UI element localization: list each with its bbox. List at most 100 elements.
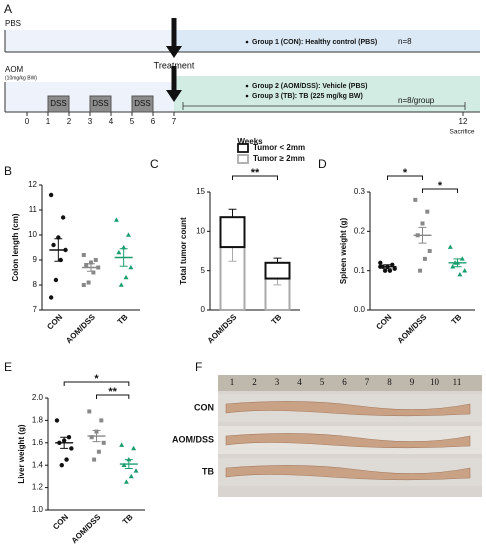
y-tick-label: 12 — [28, 180, 37, 189]
n-label: n=8 — [398, 37, 412, 46]
panel-letter: D — [318, 157, 327, 171]
x-tick-label: AOM/DSS — [206, 312, 239, 345]
x-tick-label: TB — [449, 312, 463, 326]
y-tick-label: 5 — [201, 266, 206, 275]
n-label: n=8/group — [398, 96, 435, 105]
y-tick-label: 1.8 — [32, 416, 44, 425]
ruler-number: 11 — [453, 377, 462, 387]
point — [96, 449, 101, 454]
significance-label: ** — [108, 386, 117, 398]
pre-period — [5, 30, 174, 52]
point — [378, 260, 383, 265]
label: (10mg/kg BW) — [5, 75, 37, 81]
row-label: CON — [194, 402, 214, 412]
ruler-number: 5 — [320, 377, 325, 387]
week-label: 2 — [67, 117, 72, 126]
error-bar — [453, 258, 462, 268]
significance-bracket — [232, 175, 278, 180]
y-tick-label: 11 — [29, 205, 38, 214]
tissue — [225, 433, 471, 449]
y-tick-label: 9 — [33, 255, 38, 264]
ruler-number: 1 — [230, 377, 235, 387]
week-label: 1 — [46, 117, 51, 126]
point — [382, 268, 388, 273]
error-bar — [418, 226, 427, 244]
legend-label: Tumor < 2mm — [253, 143, 305, 152]
y-tick-label: 7 — [33, 305, 38, 314]
point — [101, 440, 106, 445]
point — [121, 462, 127, 467]
tissue — [225, 401, 471, 417]
row-label: TB — [202, 466, 214, 476]
point — [84, 263, 89, 267]
x-tick-label: TB — [121, 512, 135, 526]
y-tick-label: 8 — [33, 280, 38, 289]
ruler-number: 10 — [430, 377, 440, 387]
x-tick-label: AOM/DSS — [396, 312, 429, 345]
treatment-label: Treatment — [154, 60, 195, 70]
point — [54, 418, 60, 423]
treatment-arrow — [171, 66, 177, 92]
y-tick-label: 10 — [196, 226, 205, 235]
point — [392, 266, 397, 271]
point — [86, 280, 91, 285]
point — [91, 270, 96, 275]
y-tick-label: 10 — [28, 230, 37, 239]
significance-label: ** — [251, 167, 260, 179]
group1-period — [174, 30, 480, 52]
x-tick-label: CON — [51, 512, 70, 531]
point — [457, 272, 463, 277]
error-bar — [273, 278, 282, 286]
point — [119, 442, 125, 447]
point — [125, 232, 131, 237]
error-bar — [60, 436, 69, 449]
significance-label: * — [403, 167, 408, 179]
point — [87, 409, 92, 414]
ruler-number: 6 — [342, 377, 347, 387]
point — [116, 249, 122, 255]
ruler-number: 3 — [275, 377, 280, 387]
point — [447, 244, 453, 249]
week-label: 0 — [25, 117, 30, 126]
point — [93, 258, 98, 262]
significance-label: * — [438, 180, 443, 192]
point — [459, 256, 465, 261]
week-label: 7 — [172, 117, 177, 126]
significance-bracket — [422, 188, 458, 193]
y-axis-label: Total tumor count — [179, 217, 188, 285]
point — [131, 445, 137, 451]
dss-label: DSS — [134, 99, 150, 108]
y-tick-label: 0 — [201, 305, 206, 314]
y-tick-label: 1.0 — [32, 505, 44, 514]
legend-swatch — [237, 143, 249, 153]
legend-label: Tumor ≥ 2mm — [253, 154, 305, 163]
point — [462, 268, 468, 273]
treatment-arrow — [166, 46, 182, 58]
y-tick-label: 1.2 — [32, 483, 44, 492]
point — [390, 262, 395, 267]
point — [450, 264, 456, 269]
point — [420, 221, 425, 226]
end-label: Sacrifice — [450, 129, 475, 136]
ruler — [218, 375, 482, 391]
point — [48, 295, 54, 300]
y-tick-label: 0.3 — [354, 187, 366, 196]
y-tick-label: 0.1 — [354, 266, 366, 275]
y-tick-label: 0.2 — [354, 226, 366, 235]
ruler-number: 9 — [410, 377, 415, 387]
dss-block — [131, 95, 154, 113]
point — [133, 468, 139, 473]
y-tick-label: 15 — [196, 187, 205, 196]
significance-bracket — [96, 394, 130, 399]
bar-segment — [219, 216, 246, 249]
bullet — [245, 40, 249, 44]
error-bar — [383, 264, 392, 270]
x-tick-label: AOM/DSS — [70, 512, 103, 545]
point — [123, 479, 129, 484]
x-tick-label: AOM/DSS — [64, 312, 97, 345]
point — [64, 457, 69, 462]
point — [89, 260, 93, 265]
y-tick-label: 2.0 — [32, 393, 44, 402]
x-tick-label: TB — [269, 312, 283, 326]
week-label: 6 — [151, 117, 156, 126]
